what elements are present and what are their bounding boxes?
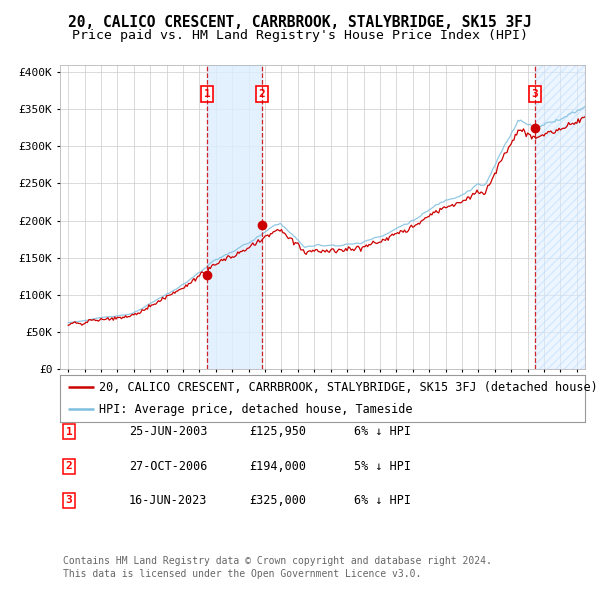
Text: £194,000: £194,000: [249, 460, 306, 473]
Bar: [535, 65, 585, 369]
Text: 1: 1: [65, 427, 73, 437]
Text: £125,950: £125,950: [249, 425, 306, 438]
Text: HPI: Average price, detached house, Tameside: HPI: Average price, detached house, Tame…: [100, 402, 413, 415]
Text: 3: 3: [532, 88, 539, 99]
Text: 27-OCT-2006: 27-OCT-2006: [129, 460, 208, 473]
Bar: [208, 65, 262, 369]
Text: 1: 1: [204, 88, 211, 99]
Text: 5% ↓ HPI: 5% ↓ HPI: [354, 460, 411, 473]
Text: Contains HM Land Registry data © Crown copyright and database right 2024.: Contains HM Land Registry data © Crown c…: [63, 556, 492, 566]
Text: 6% ↓ HPI: 6% ↓ HPI: [354, 425, 411, 438]
Text: 2: 2: [65, 461, 73, 471]
Text: 6% ↓ HPI: 6% ↓ HPI: [354, 494, 411, 507]
Text: Price paid vs. HM Land Registry's House Price Index (HPI): Price paid vs. HM Land Registry's House …: [72, 30, 528, 42]
Text: 16-JUN-2023: 16-JUN-2023: [129, 494, 208, 507]
Text: This data is licensed under the Open Government Licence v3.0.: This data is licensed under the Open Gov…: [63, 569, 421, 579]
Text: 3: 3: [65, 496, 73, 505]
Text: 20, CALICO CRESCENT, CARRBROOK, STALYBRIDGE, SK15 3FJ (detached house): 20, CALICO CRESCENT, CARRBROOK, STALYBRI…: [100, 381, 598, 394]
Text: 20, CALICO CRESCENT, CARRBROOK, STALYBRIDGE, SK15 3FJ: 20, CALICO CRESCENT, CARRBROOK, STALYBRI…: [68, 15, 532, 30]
Text: 2: 2: [259, 88, 265, 99]
Text: £325,000: £325,000: [249, 494, 306, 507]
Text: 25-JUN-2003: 25-JUN-2003: [129, 425, 208, 438]
